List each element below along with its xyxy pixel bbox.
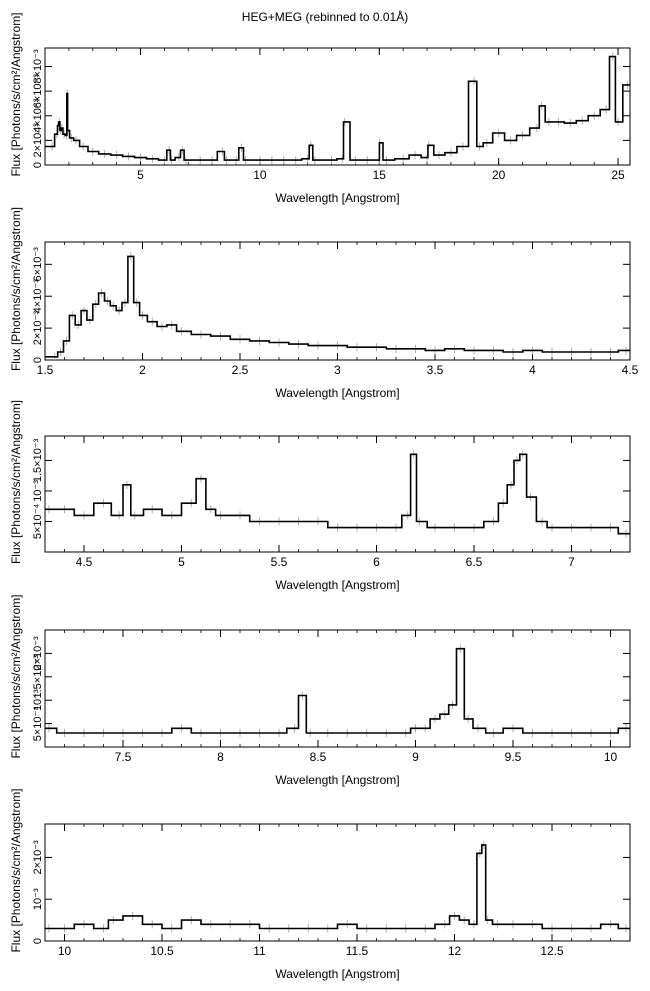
spectrum-line <box>45 647 630 734</box>
spectrum-line <box>45 453 630 535</box>
spectrum-line <box>45 844 630 930</box>
x-tick-label: 5 <box>137 168 144 182</box>
x-tick-label: 11 <box>253 944 266 958</box>
y-tick-label: 2×10⁻³ <box>32 636 44 671</box>
x-axis-label: Wavelength [Angstrom] <box>275 967 399 981</box>
x-tick-label: 15 <box>373 168 387 182</box>
plot-frame <box>44 435 631 553</box>
x-axis-label: Wavelength [Angstrom] <box>275 578 399 592</box>
y-tick-label: 6×10⁻³ <box>32 247 44 282</box>
y-tick-label: 10⁻³ <box>32 689 44 711</box>
x-tick-label: 8.5 <box>310 750 327 764</box>
plot-frame <box>44 47 631 166</box>
x-tick-label: 10.5 <box>150 944 174 958</box>
spectrum-line <box>45 55 630 161</box>
x-tick-label: 25 <box>611 168 625 182</box>
y-axis-label: Flux [Photons/s/cm²/Angstrom] <box>9 594 23 758</box>
x-tick-label: 3 <box>334 363 341 377</box>
y-tick-label: 0 <box>32 357 44 363</box>
x-tick-label: 12 <box>448 944 462 958</box>
x-tick-label: 4 <box>529 363 536 377</box>
x-tick-label: 10 <box>253 168 267 182</box>
x-tick-label: 4.5 <box>622 363 639 377</box>
x-tick-label: 9 <box>412 750 419 764</box>
y-tick-label: 8×10⁻³ <box>32 49 44 84</box>
y-tick-label: 0 <box>32 162 44 168</box>
y-tick-label: 1.5×10⁻³ <box>32 438 44 482</box>
y-tick-label: 10⁻³ <box>32 888 44 910</box>
y-tick-label: 0 <box>32 938 44 944</box>
plot-frame <box>44 823 631 942</box>
x-tick-label: 12.5 <box>540 944 564 958</box>
plot-frame <box>44 629 631 748</box>
y-axis-label: Flux [Photons/s/cm²/Angstrom] <box>9 788 23 952</box>
x-tick-label: 7 <box>568 555 575 569</box>
y-tick-label: 5×10⁻⁴ <box>32 706 44 742</box>
y-tick-label: 2×10⁻³ <box>32 840 44 875</box>
x-tick-label: 1.5 <box>37 363 54 377</box>
x-tick-label: 10 <box>604 750 618 764</box>
y-tick-label: 4×10⁻³ <box>32 98 44 133</box>
y-tick-label: 6×10⁻³ <box>32 74 44 109</box>
y-axis-label: Flux [Photons/s/cm²/Angstrom] <box>9 400 23 564</box>
x-tick-label: 10 <box>58 944 72 958</box>
y-tick-label: 2×10⁻³ <box>32 123 44 158</box>
y-axis-label: Flux [Photons/s/cm²/Angstrom] <box>9 207 23 371</box>
y-tick-label: 5×10⁻⁴ <box>32 504 44 540</box>
x-tick-label: 5 <box>178 555 185 569</box>
x-tick-label: 7.5 <box>115 750 132 764</box>
y-tick-label: 10⁻³ <box>32 480 44 502</box>
x-tick-label: 4.5 <box>76 555 93 569</box>
figure-title: HEG+MEG (rebinned to 0.01Å) <box>241 10 409 24</box>
x-axis-label: Wavelength [Angstrom] <box>275 386 399 400</box>
y-tick-label: 2×10⁻³ <box>32 311 44 346</box>
x-tick-label: 6 <box>373 555 380 569</box>
x-tick-label: 9.5 <box>505 750 522 764</box>
x-axis-label: Wavelength [Angstrom] <box>275 773 399 787</box>
x-tick-label: 20 <box>492 168 506 182</box>
y-tick-label: 4×10⁻³ <box>32 279 44 314</box>
y-axis-label: Flux [Photons/s/cm²/Angstrom] <box>9 12 23 176</box>
x-tick-label: 2 <box>139 363 146 377</box>
x-axis-label: Wavelength [Angstrom] <box>275 191 399 205</box>
spectrum-line <box>45 255 630 358</box>
x-tick-label: 2.5 <box>232 363 249 377</box>
x-tick-label: 8 <box>217 750 224 764</box>
x-tick-label: 11.5 <box>346 944 369 958</box>
y-tick-label: 1.5×10⁻³ <box>32 655 44 699</box>
x-tick-label: 6.5 <box>466 555 483 569</box>
x-tick-label: 5.5 <box>271 555 288 569</box>
x-tick-label: 3.5 <box>427 363 444 377</box>
